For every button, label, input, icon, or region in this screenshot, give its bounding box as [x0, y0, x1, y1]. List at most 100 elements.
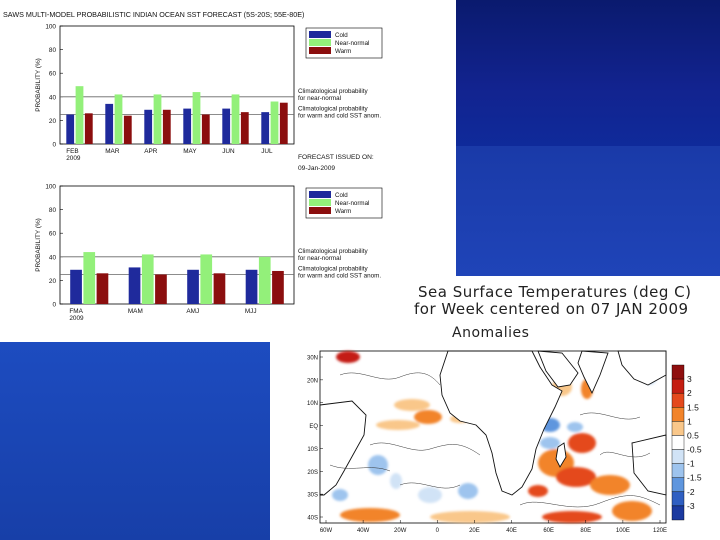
legend-label: Near-normal: [335, 40, 369, 47]
lat-tick-label: 30N: [307, 356, 318, 362]
colorbar-segment: [671, 491, 685, 507]
lon-tick-label: 0: [436, 528, 440, 534]
bar: [222, 108, 231, 144]
reference-label-line2: for warm and cold SST anom.: [298, 273, 381, 280]
colorbar-label: 0.5: [687, 430, 699, 440]
lon-tick-label: 20W: [394, 528, 407, 534]
legend-label: Warm: [335, 208, 351, 215]
bar: [105, 103, 114, 144]
lat-tick-label: EQ: [309, 424, 318, 430]
x-tick-label: MAR: [105, 148, 120, 155]
y-tick-label: 100: [45, 184, 56, 191]
legend-label: Cold: [335, 192, 348, 199]
reference-label-line2: for warm and cold SST anom.: [298, 113, 381, 120]
colorbar-label: -1: [687, 459, 695, 469]
y-tick-label: 20: [49, 118, 57, 125]
bar: [153, 94, 162, 144]
colorbar-segment: [671, 449, 685, 464]
legend-swatch: [309, 191, 331, 198]
bar: [66, 114, 75, 144]
lon-tick-label: 60E: [543, 528, 554, 534]
colorbar-segment: [671, 505, 685, 521]
x-tick-label: JUN: [222, 148, 235, 155]
colorbar-label: -1.5: [687, 473, 702, 483]
lon-tick-label: 100E: [616, 528, 630, 534]
y-tick-label: 100: [45, 24, 56, 31]
colorbar-segment: [671, 435, 685, 450]
sst-anomalies-label: Anomalies: [452, 325, 530, 341]
lat-tick-label: 40S: [307, 516, 318, 522]
sst-title: Sea Surface Temperatures (deg C): [418, 283, 692, 301]
y-tick-label: 40: [49, 94, 57, 101]
lon-tick-label: 120E: [653, 528, 667, 534]
colorbar-segment: [671, 378, 685, 394]
bar: [141, 254, 154, 304]
contour-lines: [329, 372, 661, 508]
y-tick-label: 40: [49, 254, 57, 261]
reference-label-line2: for near-normal: [298, 255, 341, 262]
x-tick-label: MAM: [128, 308, 143, 315]
y-tick-label: 60: [49, 231, 57, 238]
y-tick-label: 20: [49, 278, 57, 285]
bar: [162, 109, 171, 144]
bar: [213, 273, 226, 304]
background-blue-panel-bottom-left: [0, 342, 270, 540]
colorbar-segment: [671, 364, 685, 380]
colorbar-label: 1.5: [687, 402, 699, 412]
colorbar-label: -0.5: [687, 445, 702, 455]
colorbar-segment: [671, 421, 685, 436]
reference-label: Climatological probability: [298, 248, 368, 255]
forecast-charts: SAWS MULTI-MODEL PROBABILISTIC INDIAN OC…: [0, 0, 456, 342]
reference-label: Climatological probability: [298, 106, 368, 113]
bar: [270, 101, 279, 144]
x-tick-label: MJJ: [245, 308, 257, 315]
lat-tick-label: 20S: [307, 470, 318, 476]
bar: [96, 273, 109, 304]
lat-tick-label: 10N: [307, 401, 318, 407]
bar: [75, 86, 84, 144]
colorbar-segment: [671, 463, 685, 478]
lon-tick-label: 20E: [469, 528, 480, 534]
bar: [84, 113, 93, 144]
legend-label: Near-normal: [335, 200, 369, 207]
forecast-issued-date: 09-Jan-2009: [298, 165, 335, 172]
chart-monthly-forecast: 0 20 40 60 80 100 PROBABILITY (%) Climatologica…: [35, 24, 383, 162]
bar: [114, 94, 123, 144]
reference-label: Climatological probability: [298, 266, 368, 273]
bar: [70, 269, 82, 304]
legend-swatch: [309, 207, 331, 214]
x-tick-label: AMJ: [186, 308, 199, 315]
bar: [155, 274, 167, 304]
y-tick-label: 0: [52, 302, 56, 309]
bar: [279, 102, 288, 144]
plot-frame: [59, 25, 295, 145]
bar: [123, 115, 132, 144]
bar: [128, 267, 141, 304]
reference-label-line2: for near-normal: [298, 95, 341, 102]
sst-colorbar: 3 2 1.5 1 0.5 -0.5 -1 -1.5 -2 -3: [671, 364, 702, 521]
y-axis-label: PROBABILITY (%): [35, 58, 42, 112]
x-tick-label: FEB: [66, 148, 78, 155]
bar: [240, 112, 249, 144]
lon-tick-label: 80E: [580, 528, 591, 534]
colorbar-label: 3: [687, 374, 692, 384]
bar: [261, 112, 270, 144]
main-title: SAWS MULTI-MODEL PROBABILISTIC INDIAN OC…: [3, 10, 304, 19]
y-tick-label: 0: [52, 142, 56, 149]
x-tick-label: FMA: [69, 308, 83, 315]
x-tick-sublabel: 2009: [66, 155, 81, 162]
colorbar-segment: [671, 407, 685, 422]
lon-tick-label: 40W: [357, 528, 370, 534]
colorbar-segment: [671, 477, 685, 493]
lat-tick-label: 20N: [307, 378, 318, 384]
x-tick-sublabel: 2009: [69, 315, 84, 322]
y-tick-label: 80: [49, 207, 57, 214]
colorbar-segment: [671, 392, 685, 408]
bar: [258, 256, 271, 304]
bar: [83, 252, 96, 304]
x-tick-label: MAY: [183, 148, 197, 155]
legend-swatch: [309, 199, 331, 206]
bar: [144, 109, 153, 144]
